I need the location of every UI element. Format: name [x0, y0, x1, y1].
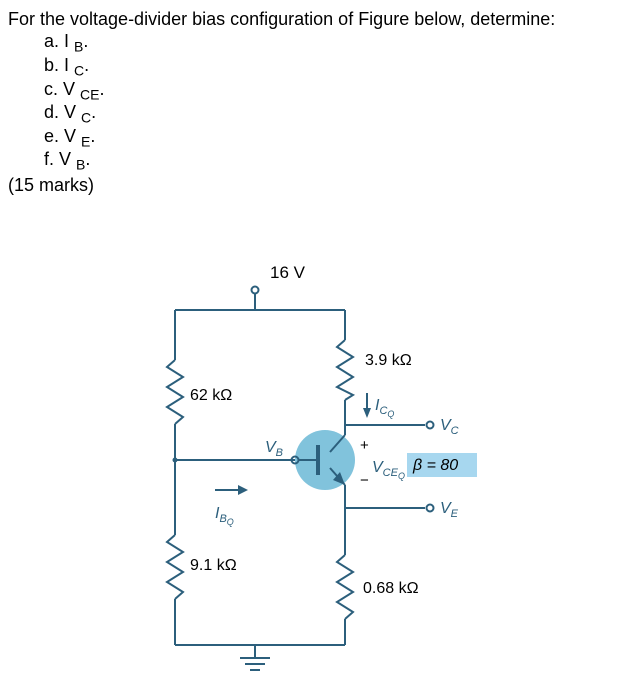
r1-label: 62 kΩ	[190, 387, 232, 404]
ic-arrow	[363, 408, 371, 418]
item-d: d. V C.	[44, 102, 635, 126]
marks-label: (15 marks)	[8, 175, 635, 196]
resistor-r2	[167, 535, 183, 599]
minus-sign: −	[360, 472, 369, 489]
rc-label: 3.9 kΩ	[365, 352, 412, 369]
vc-label: VC	[440, 417, 459, 437]
vc-node	[427, 422, 434, 429]
item-c: c. V CE.	[44, 79, 635, 103]
plus-sign: +	[360, 437, 369, 454]
re-label: 0.68 kΩ	[363, 580, 419, 597]
ve-node	[427, 505, 434, 512]
supply-node	[252, 287, 259, 294]
question-list: a. I B. b. I C. c. V CE. d. V C. e. V E.…	[8, 31, 635, 173]
item-e: e. V E.	[44, 126, 635, 150]
ib-arrow	[238, 485, 248, 495]
supply-voltage: 16 V	[270, 263, 306, 282]
vce-label: VCEQ	[372, 459, 405, 481]
ib-label: IBQ	[215, 505, 234, 527]
question-intro: For the voltage-divider bias configurati…	[8, 8, 635, 31]
resistor-re	[337, 555, 353, 619]
beta-label: β = 80	[412, 457, 458, 474]
vb-label: VB	[265, 439, 283, 459]
item-a: a. I B.	[44, 31, 635, 55]
item-b: b. I C.	[44, 55, 635, 79]
circuit-diagram: 16 V 62 kΩ 3.9 kΩ ICQ VC	[120, 260, 520, 680]
ve-label: VE	[440, 500, 459, 520]
resistor-r1	[167, 360, 183, 424]
resistor-rc	[337, 340, 353, 400]
r2-label: 9.1 kΩ	[190, 557, 237, 574]
item-f: f. V B.	[44, 149, 635, 173]
ic-label: ICQ	[375, 397, 394, 419]
